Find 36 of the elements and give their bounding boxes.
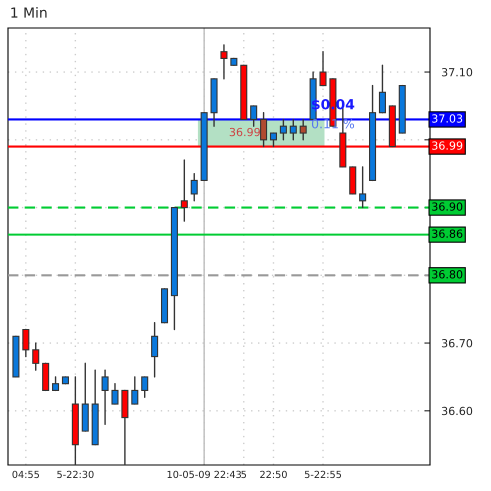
- band-label: 36.99: [230, 128, 260, 136]
- x-tick-label: 5-22:55: [304, 470, 342, 478]
- x-tick-label: 5-22:30: [57, 470, 94, 478]
- candlestick: [378, 64, 386, 114]
- candlestick: [280, 118, 287, 140]
- x-tick-label: 10-05-09 22:43: [168, 470, 241, 478]
- candlestick: [260, 112, 268, 148]
- ref-line-label: 36.86: [432, 229, 462, 238]
- candlestick: [102, 369, 109, 426]
- ref-line-label: 36.99: [432, 141, 462, 150]
- candlestick: [250, 105, 258, 127]
- x-tick-label: 5: [241, 470, 246, 478]
- candlestick: [270, 132, 278, 148]
- candlestick: [32, 342, 40, 371]
- y-tick-label: 37.10: [442, 68, 472, 76]
- candlestick: [190, 172, 198, 202]
- candlestick: [290, 118, 297, 140]
- y-tick-label: 36.60: [442, 406, 472, 416]
- candlestick: [319, 51, 327, 86]
- candlestick: [131, 376, 138, 405]
- ref-line-label: 36.90: [432, 202, 462, 211]
- x-tick-label: 04:55: [12, 470, 39, 478]
- candlestick: [111, 383, 119, 405]
- ref-line-label: 37.03: [432, 114, 462, 123]
- ref-line-label: 36.80: [432, 270, 462, 279]
- candlestick: [180, 159, 188, 222]
- x-tick-label: 22:50: [260, 470, 287, 478]
- candlestick: [220, 44, 228, 80]
- candlestick: [151, 322, 158, 378]
- candlestick: [359, 166, 366, 208]
- candlestick: [300, 118, 307, 140]
- y-tick-label: 36.70: [442, 339, 472, 348]
- chart-title: 1 Min: [11, 7, 47, 18]
- candlestick: [141, 376, 148, 398]
- candlestick: [22, 328, 30, 358]
- candlestick: [52, 376, 60, 392]
